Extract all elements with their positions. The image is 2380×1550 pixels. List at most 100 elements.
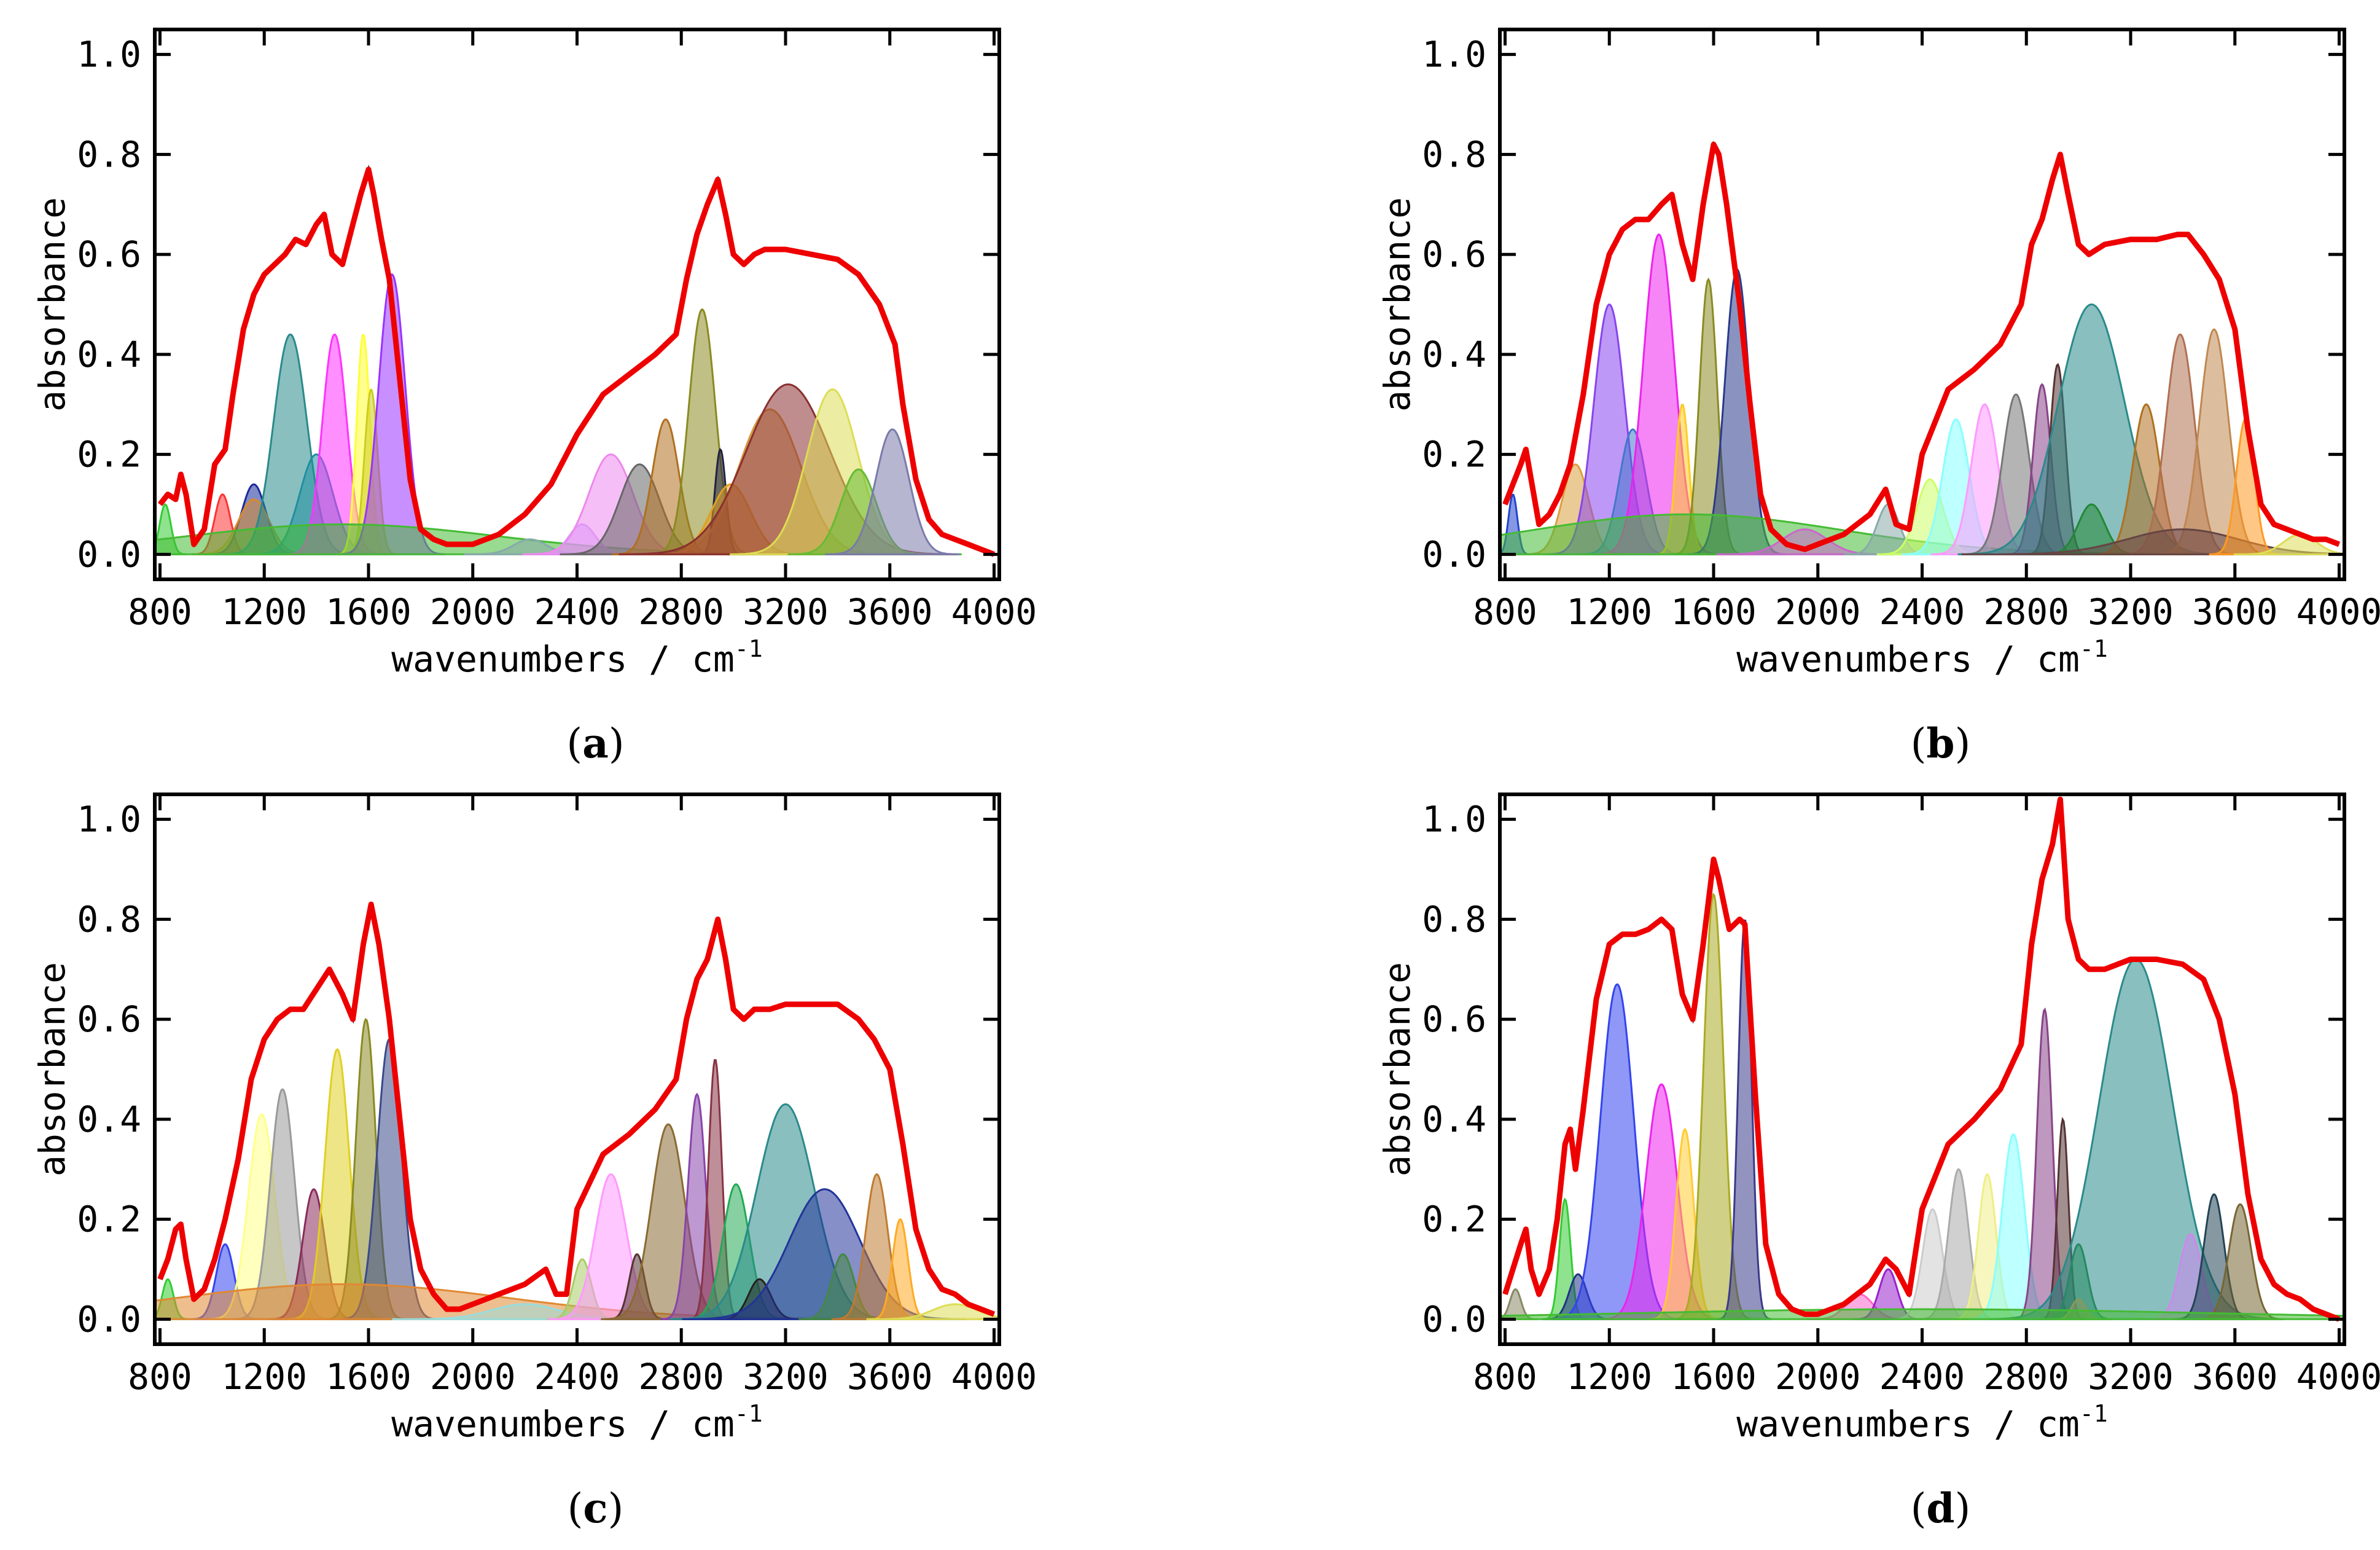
y-tick-label: 0.2 xyxy=(77,434,141,476)
x-tick-label: 2400 xyxy=(1879,1356,1965,1398)
y-axis-label: absorbance xyxy=(1376,197,1418,412)
y-tick-label: 0.4 xyxy=(1422,334,1486,375)
y-tick-label: 0.0 xyxy=(77,1298,141,1340)
x-tick-label: 1200 xyxy=(1566,1356,1652,1398)
y-tick-label: 0.4 xyxy=(1422,1098,1486,1140)
fit-peak-22 xyxy=(1500,1308,2344,1320)
x-tick-label: 1600 xyxy=(1671,1356,1757,1398)
fit-envelope-line xyxy=(1502,796,2341,1322)
x-tick-label: 3600 xyxy=(2192,591,2278,633)
fit-envelope-line xyxy=(157,166,996,557)
panel-b: 800 1200 1600 2000 2400 2800 3200 3600 4000 0.0 0.… xyxy=(1376,28,2380,767)
y-tick-label: 0.0 xyxy=(77,533,141,575)
caption-paren-close: ) xyxy=(1955,720,1971,767)
y-tick-label: 1.0 xyxy=(77,799,141,840)
y-tick-label: 0.8 xyxy=(77,133,141,175)
x-tick-label: 3600 xyxy=(847,1356,933,1398)
x-tick-label: 1600 xyxy=(1671,591,1757,633)
x-axis-label: wavenumbers / cm-1 xyxy=(391,635,762,680)
y-axis-label: absorbance xyxy=(31,197,73,412)
caption-paren-open: ( xyxy=(1911,1485,1927,1532)
x-tick-label: 1600 xyxy=(326,1356,412,1398)
caption-letter: d xyxy=(1926,1484,1954,1532)
caption-letter: c xyxy=(583,1484,607,1532)
caption-paren-open: ( xyxy=(568,1485,583,1532)
panel-caption: (b) xyxy=(1911,719,1971,767)
plot-area xyxy=(1500,796,2344,1322)
x-tick-label: 3200 xyxy=(743,591,829,633)
x-tick-label: 1600 xyxy=(326,591,412,633)
x-axis-label: wavenumbers / cm-1 xyxy=(1736,635,2107,680)
y-tick-label: 0.6 xyxy=(1422,998,1486,1040)
x-tick-label: 1200 xyxy=(221,591,307,633)
x-tick-label: 800 xyxy=(1473,591,1537,633)
y-axis-label: absorbance xyxy=(31,962,73,1176)
x-tick-label: 2800 xyxy=(1983,1356,2069,1398)
caption-paren-close: ) xyxy=(608,1485,624,1532)
x-tick-label: 2000 xyxy=(430,591,516,633)
fit-peak-24 xyxy=(2233,533,2344,555)
x-tick-label: 2400 xyxy=(1879,591,1965,633)
x-tick-label: 2800 xyxy=(638,1356,724,1398)
y-tick-label: 0.4 xyxy=(77,1098,141,1140)
y-tick-label: 0.2 xyxy=(1422,1199,1486,1240)
y-tick-label: 0.0 xyxy=(1422,1298,1486,1340)
caption-letter: b xyxy=(1926,719,1954,767)
y-tick-label: 1.0 xyxy=(1422,34,1486,76)
y-tick-label: 0.8 xyxy=(1422,133,1486,175)
caption-paren-open: ( xyxy=(1911,720,1927,767)
x-tick-label: 2800 xyxy=(638,591,724,633)
y-tick-label: 0.2 xyxy=(77,1199,141,1240)
x-tick-label: 800 xyxy=(1473,1356,1537,1398)
x-tick-label: 4000 xyxy=(951,591,1037,633)
x-tick-label: 4000 xyxy=(2296,1356,2380,1398)
y-tick-label: 0.8 xyxy=(1422,898,1486,940)
fit-envelope-line xyxy=(157,901,996,1317)
y-tick-label: 0.6 xyxy=(1422,233,1486,275)
y-tick-label: 0.8 xyxy=(77,898,141,940)
x-axis-label-superscript: -1 xyxy=(735,1400,763,1427)
x-tick-label: 2000 xyxy=(1775,1356,1861,1398)
panel-a: 800 1200 1600 2000 2400 2800 3200 3600 4000 0.0 0.… xyxy=(31,28,1037,767)
caption-paren-close: ) xyxy=(609,720,625,767)
caption-paren-close: ) xyxy=(1955,1485,1971,1532)
x-tick-label: 2400 xyxy=(534,1356,620,1398)
x-tick-label: 3200 xyxy=(2088,1356,2174,1398)
panel-c: 800 1200 1600 2000 2400 2800 3200 3600 4000 0.0 0.… xyxy=(31,793,1037,1532)
x-axis-label-superscript: -1 xyxy=(735,635,763,662)
y-tick-label: 0.6 xyxy=(77,998,141,1040)
y-tick-label: 0.0 xyxy=(1422,533,1486,575)
y-axis-label: absorbance xyxy=(1376,962,1418,1176)
fit-envelope-line xyxy=(1502,141,2341,552)
y-tick-label: 0.4 xyxy=(77,334,141,375)
x-tick-label: 4000 xyxy=(2296,591,2380,633)
plot-area xyxy=(155,164,996,557)
x-tick-label: 800 xyxy=(128,591,192,633)
panel-d: 800 1200 1600 2000 2400 2800 3200 3600 4000 0.0 0.… xyxy=(1376,793,2380,1532)
panel-caption: (c) xyxy=(568,1484,624,1532)
x-tick-label: 4000 xyxy=(951,1356,1037,1398)
panel-caption: (a) xyxy=(566,719,624,767)
x-tick-label: 2800 xyxy=(1983,591,2069,633)
x-tick-label: 3200 xyxy=(2088,591,2174,633)
x-tick-label: 3200 xyxy=(743,1356,829,1398)
x-tick-label: 2000 xyxy=(430,1356,516,1398)
x-axis-label: wavenumbers / cm-1 xyxy=(1736,1400,2107,1445)
y-tick-label: 0.2 xyxy=(1422,434,1486,476)
y-tick-label: 1.0 xyxy=(77,34,141,76)
plot-area xyxy=(155,901,999,1320)
x-tick-label: 1200 xyxy=(1566,591,1652,633)
fit-peak-23 xyxy=(825,428,959,555)
x-axis-label: wavenumbers / cm-1 xyxy=(391,1400,762,1445)
x-tick-label: 800 xyxy=(128,1356,192,1398)
x-tick-label: 2000 xyxy=(1775,591,1861,633)
x-tick-label: 3600 xyxy=(2192,1356,2278,1398)
caption-letter: a xyxy=(582,719,609,767)
y-tick-label: 0.6 xyxy=(77,233,141,275)
caption-paren-open: ( xyxy=(566,720,582,767)
panel-caption: (d) xyxy=(1911,1484,1971,1532)
x-axis-label-superscript: -1 xyxy=(2080,635,2108,662)
y-tick-label: 1.0 xyxy=(1422,799,1486,840)
plot-area xyxy=(1500,140,2344,555)
